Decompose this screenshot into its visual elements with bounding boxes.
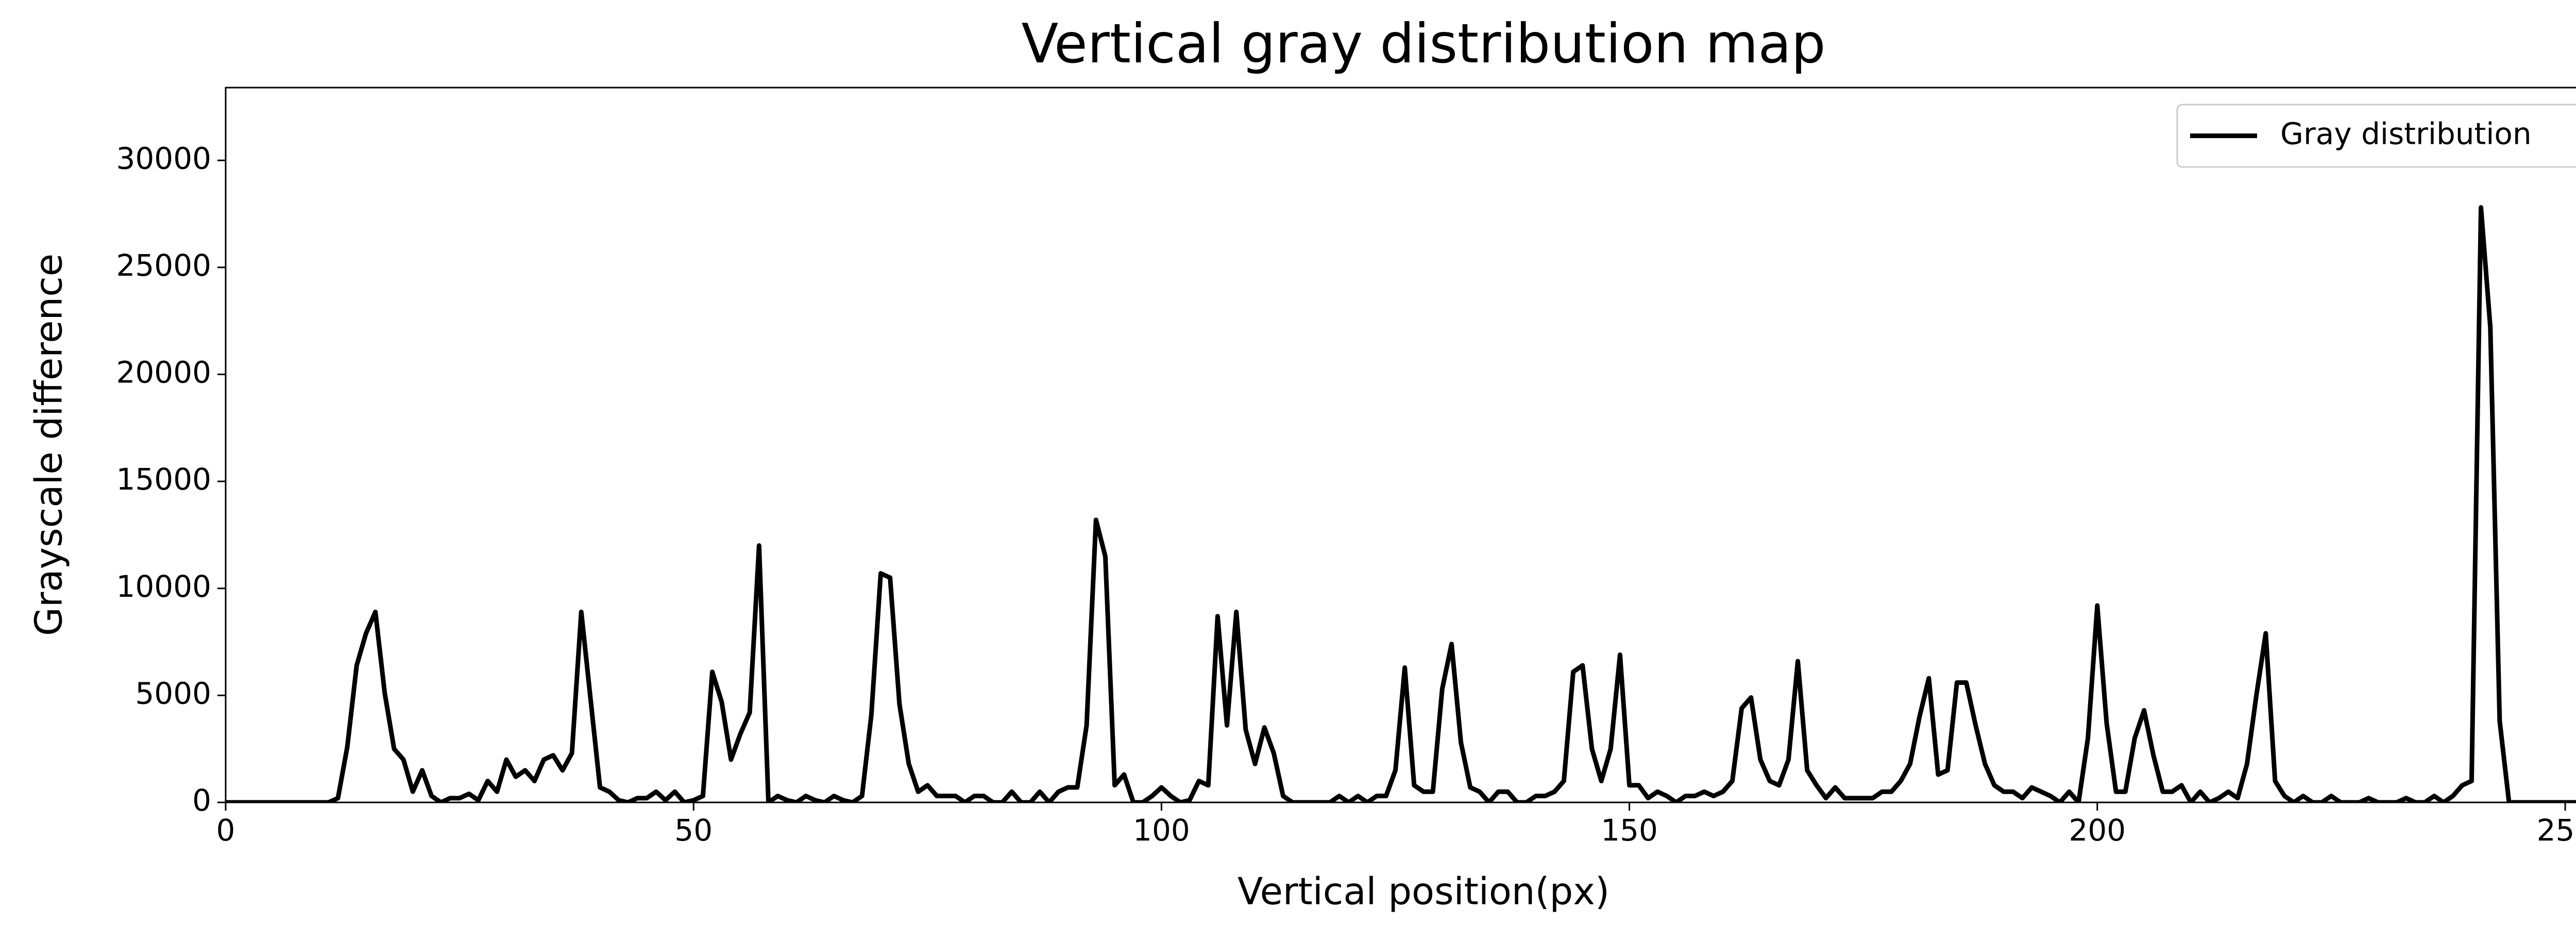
chart-title: Vertical gray distribution map [1021, 12, 1825, 75]
y-tick-label: 20000 [116, 355, 211, 390]
y-tick-label: 30000 [116, 141, 211, 176]
x-tick-label: 150 [1601, 813, 1658, 848]
y-tick-label: 0 [192, 783, 211, 818]
plot-frame [225, 87, 2576, 803]
y-tick-label: 15000 [116, 462, 211, 497]
data-line [226, 205, 2576, 802]
y-tick-label: 5000 [135, 676, 211, 711]
x-tick-label: 200 [2069, 813, 2126, 848]
x-tick-label: 100 [1133, 813, 1190, 848]
y-axis-label: Grayscale difference [27, 254, 71, 636]
y-tick-label: 10000 [116, 569, 211, 604]
x-tick-label: 50 [674, 813, 713, 848]
x-tick-label: 250 [2537, 813, 2576, 848]
legend-label: Gray distribution [2280, 116, 2532, 152]
x-tick-label: 0 [216, 813, 235, 848]
legend-box [2176, 104, 2576, 168]
x-axis-label: Vertical position(px) [1238, 870, 1609, 913]
y-tick-label: 25000 [116, 248, 211, 283]
